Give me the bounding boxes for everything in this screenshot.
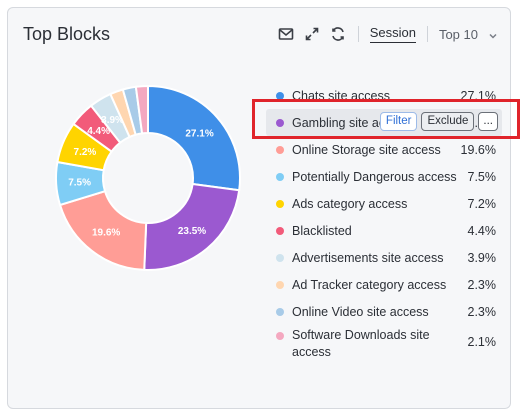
widget-toolbar: Session Top 10: [277, 23, 498, 45]
legend-label: Blacklisted: [292, 223, 352, 238]
slice-data-label: 4.4%: [87, 126, 110, 137]
chevron-down-icon: [488, 29, 498, 39]
slice-data-label: 7.5%: [68, 178, 91, 189]
session-tab[interactable]: Session: [369, 25, 416, 43]
legend-color-swatch: [276, 172, 284, 181]
chart-legend: Chats site access 27.1% Gambling site acce…: [266, 82, 502, 365]
legend-label: Ad Tracker category access: [292, 277, 447, 292]
top-n-label: Top 10: [438, 26, 478, 42]
legend-color-swatch: [276, 118, 284, 127]
legend-value: 2.1%: [467, 335, 497, 349]
filter-button[interactable]: Filter: [379, 112, 418, 131]
legend-item[interactable]: Online Storage site access 19.6%: [266, 136, 502, 163]
legend-value: 7.5%: [467, 169, 497, 184]
exclude-button[interactable]: Exclude: [421, 112, 475, 131]
legend-color-swatch: [276, 199, 284, 208]
expand-icon[interactable]: [303, 25, 321, 43]
legend-color-swatch: [276, 332, 284, 340]
legend-value: 4.4%: [467, 223, 497, 238]
legend-color-swatch: [276, 145, 284, 154]
legend-label: Software Downloads site access: [292, 328, 430, 359]
legend-item[interactable]: Potentially Dangerous access 7.5%: [266, 163, 502, 190]
legend-color-swatch: [276, 280, 284, 289]
legend-value: 19.6%: [460, 142, 496, 157]
legend-label: Advertisements site access: [292, 250, 444, 265]
legend-item[interactable]: Advertisements site access 3.9%: [266, 244, 502, 271]
refresh-icon[interactable]: [329, 25, 347, 43]
toolbar-divider: [357, 26, 359, 42]
legend-value: 27.1%: [460, 88, 496, 103]
slice-data-label: 19.6%: [92, 228, 120, 239]
legend-value: 3.9%: [467, 250, 497, 265]
more-options-button[interactable]: ...: [478, 112, 498, 131]
donut-chart: 27.1% 23.5% 19.6% 7.5% 7.2% 4.4%3.9%: [55, 84, 241, 271]
legend-item[interactable]: Chats site access 27.1%: [266, 82, 502, 109]
legend-value: 7.2%: [467, 196, 497, 211]
top-blocks-widget: Top Blocks Session Top 10 27.1% 23.5% 19.6…: [7, 7, 520, 409]
mail-icon[interactable]: [277, 25, 295, 43]
legend-label: Online Video site access: [292, 304, 429, 319]
legend-color-swatch: [276, 307, 284, 316]
slice-data-label: 3.9%: [101, 115, 124, 126]
legend-item[interactable]: Gambling site access23.5%FilterExclude..…: [266, 109, 502, 136]
slice-data-label: 27.1%: [185, 128, 213, 139]
legend-label: Online Storage site access: [292, 142, 441, 157]
legend-item[interactable]: Ad Tracker category access 2.3%: [266, 271, 502, 298]
donut-slice[interactable]: [58, 189, 148, 271]
slice-data-label: 7.2%: [74, 147, 97, 158]
legend-item[interactable]: Ads category access 7.2%: [266, 190, 502, 217]
legend-label: Chats site access: [292, 88, 390, 103]
legend-color-swatch: [276, 91, 284, 100]
legend-value: 2.3%: [467, 277, 497, 292]
legend-item[interactable]: Software Downloads site access 2.1%: [266, 325, 502, 365]
legend-item[interactable]: Blacklisted 4.4%: [266, 217, 502, 244]
legend-color-swatch: [276, 253, 284, 262]
legend-color-swatch: [276, 226, 284, 235]
legend-item[interactable]: Online Video site access 2.3%: [266, 298, 502, 325]
widget-title: Top Blocks: [23, 24, 111, 44]
top-n-dropdown[interactable]: Top 10: [439, 27, 498, 42]
legend-value: 2.3%: [467, 304, 497, 319]
donut-slice[interactable]: [143, 182, 241, 271]
donut-slice[interactable]: [134, 84, 149, 135]
donut-slice[interactable]: [147, 84, 241, 192]
slice-data-label: 23.5%: [178, 226, 206, 237]
toolbar-divider: [426, 26, 428, 42]
legend-label: Potentially Dangerous access: [292, 169, 457, 184]
row-actions: Filter Exclude...: [379, 112, 498, 131]
legend-label: Ads category access: [292, 196, 408, 211]
